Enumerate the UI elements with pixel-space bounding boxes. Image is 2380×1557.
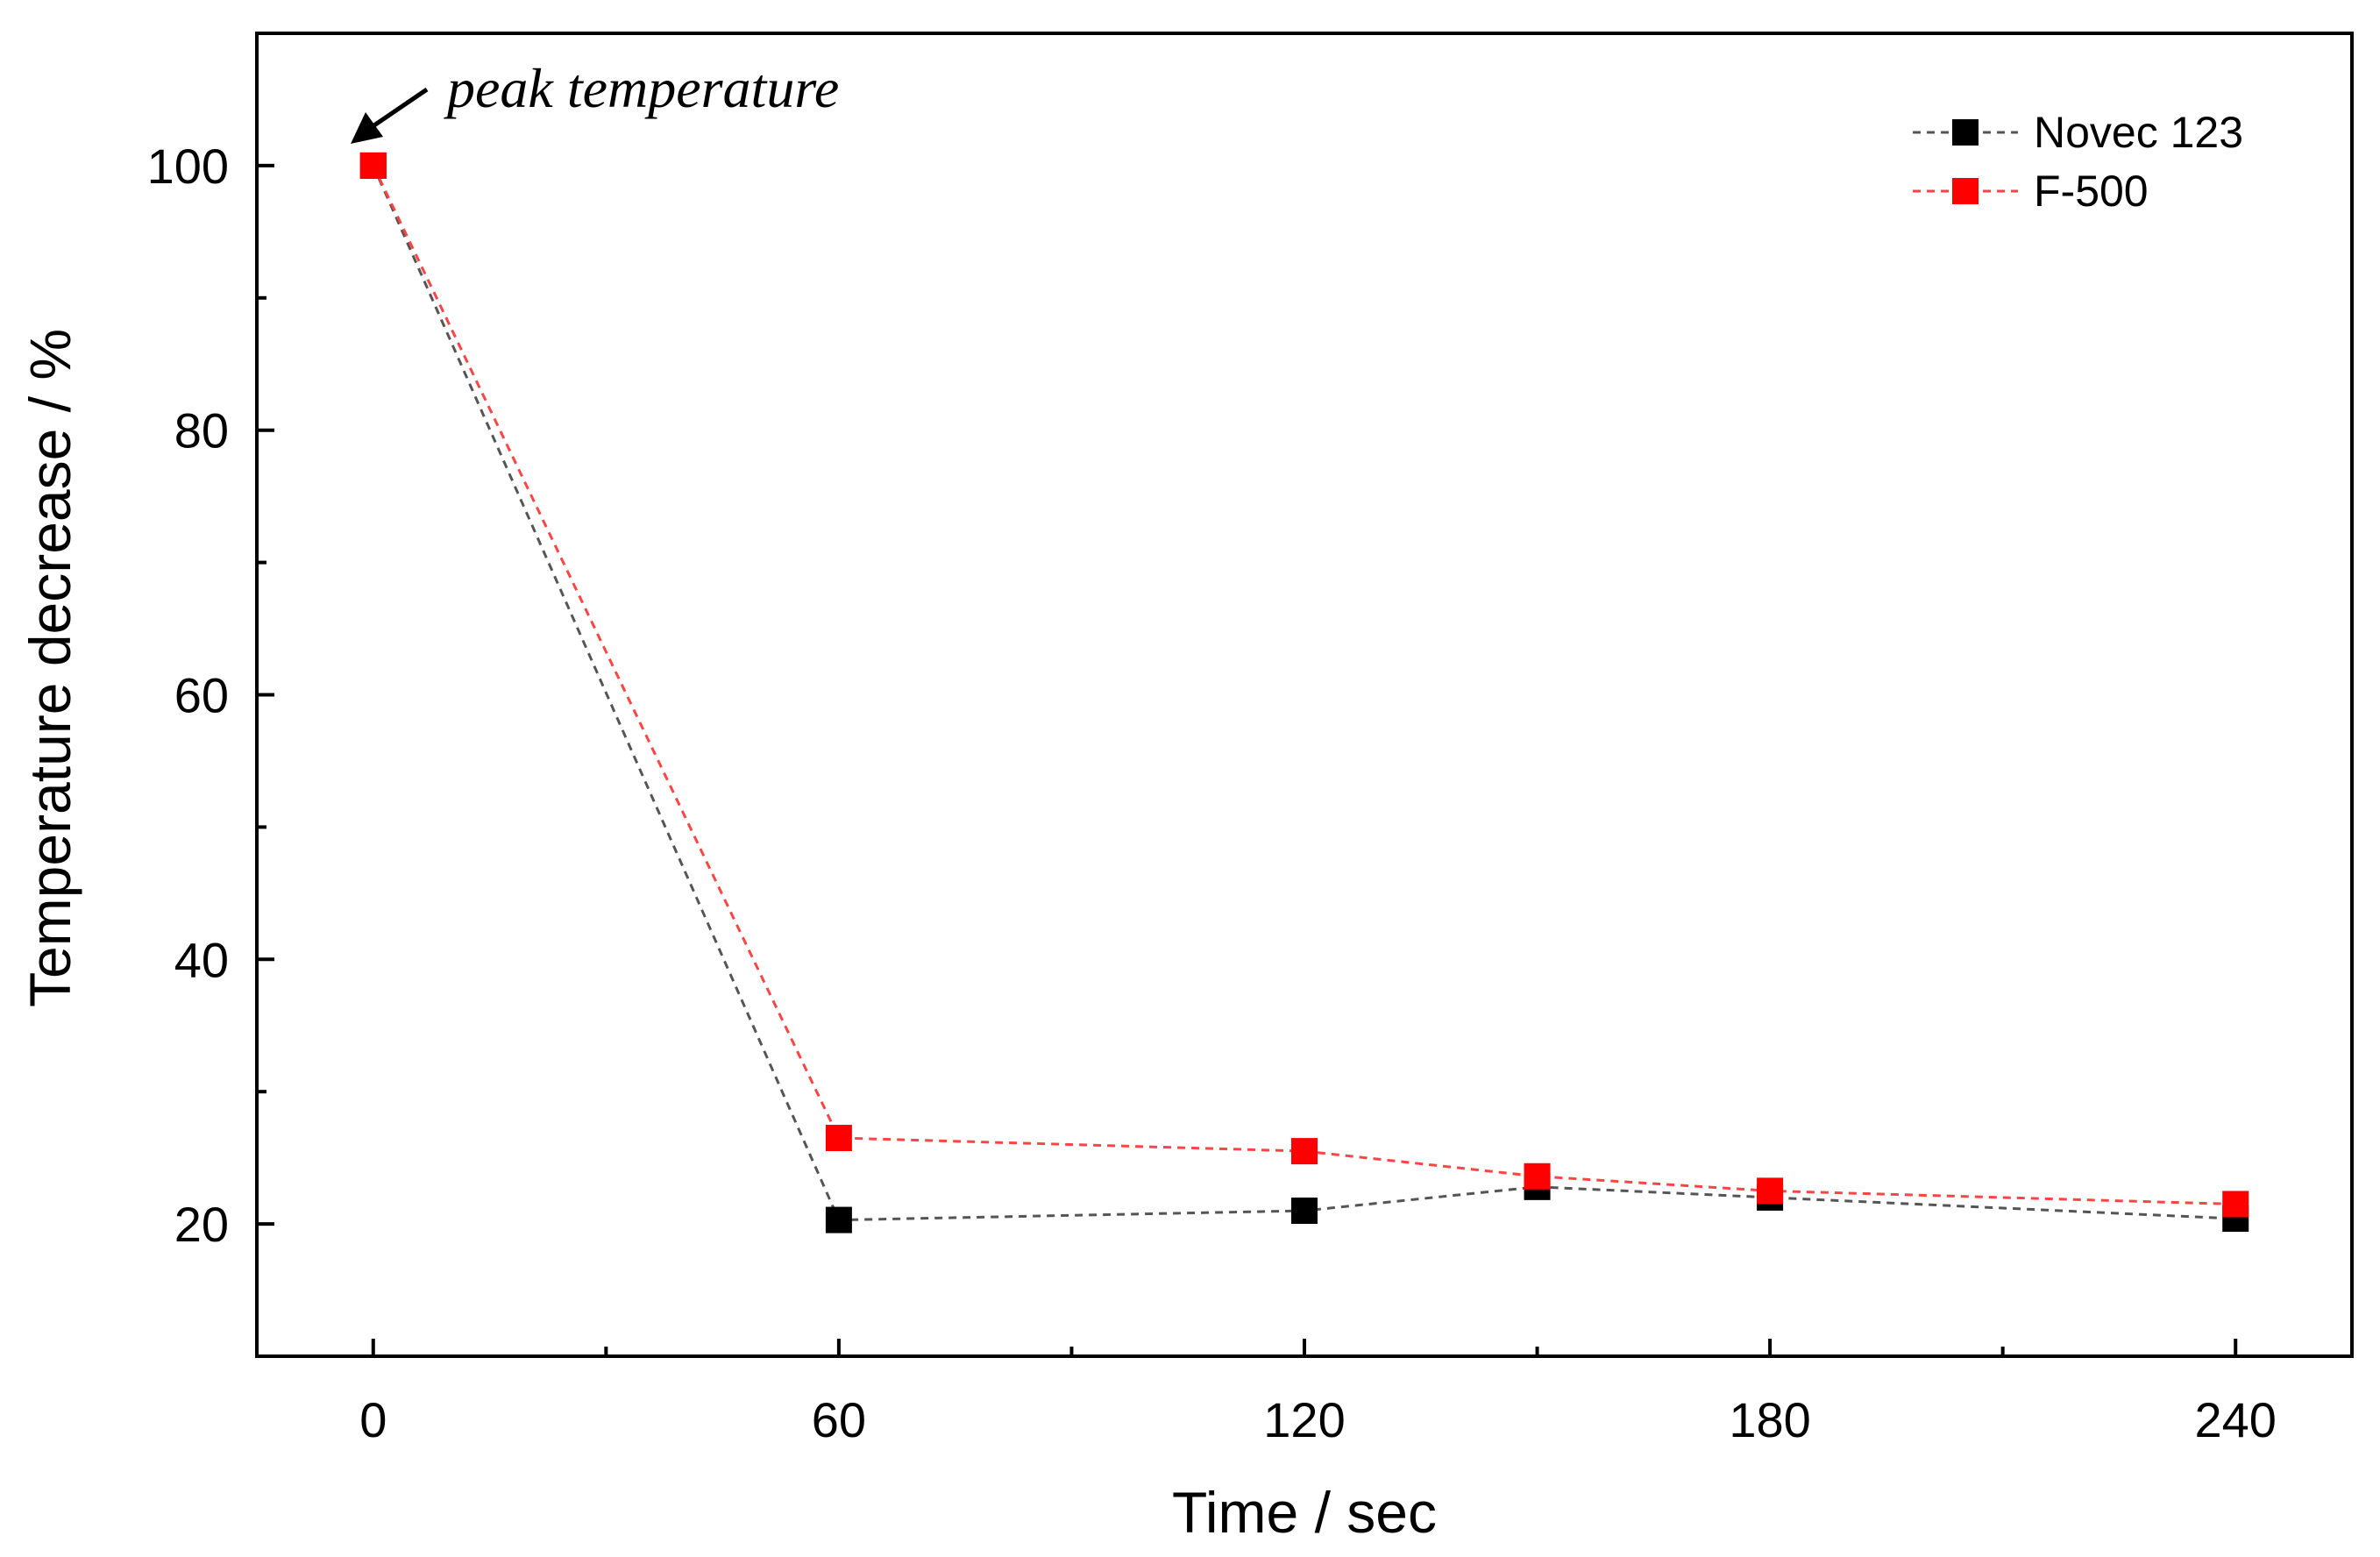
x-tick-label: 60 (812, 1392, 866, 1447)
x-axis-tick-labels: 0 60 120 180 240 (359, 1392, 2277, 1447)
legend-label-f-500: F-500 (2034, 167, 2149, 216)
x-tick-label: 240 (2195, 1392, 2277, 1447)
series-f-500 (359, 152, 2249, 1218)
x-tick-label: 0 (359, 1392, 387, 1447)
series-novec-123 (359, 152, 2249, 1234)
y-tick-label: 20 (174, 1197, 229, 1252)
series-line-novec-123 (372, 165, 2236, 1222)
data-point-f-500 (825, 1125, 852, 1152)
annotation-arrow-head (351, 112, 383, 144)
y-axis-label: Temperature decrease / % (18, 329, 82, 1007)
series-layer (359, 152, 2249, 1234)
y-tick-label: 100 (147, 139, 229, 194)
x-tick-label: 120 (1263, 1392, 1345, 1447)
peak-annotation: peak temperature (351, 57, 839, 144)
annotation-text: peak temperature (444, 57, 839, 119)
data-point-f-500 (359, 152, 387, 179)
data-point-novec-123 (1291, 1198, 1318, 1225)
y-axis-tick-labels: 20 40 60 80 100 (147, 139, 229, 1252)
legend-label-novec-123: Novec 123 (2034, 108, 2243, 157)
y-tick-label: 40 (174, 932, 229, 987)
legend-marker-f-500 (1952, 178, 1979, 204)
data-point-novec-123 (825, 1206, 852, 1234)
x-tick-label: 180 (1729, 1392, 1810, 1447)
data-point-f-500 (1291, 1138, 1318, 1165)
x-axis-ticks (371, 1339, 2238, 1356)
data-point-f-500 (1757, 1177, 1784, 1205)
legend-marker-novec-123 (1952, 119, 1979, 146)
legend: Novec 123 F-500 (1913, 108, 2243, 216)
x-axis-label: Time / sec (1172, 1480, 1437, 1545)
y-tick-label: 60 (174, 668, 229, 723)
annotation-arrow-shaft (365, 87, 429, 133)
y-axis-ticks (257, 163, 274, 1226)
data-point-f-500 (2222, 1191, 2249, 1218)
y-tick-label: 80 (174, 403, 229, 459)
data-point-f-500 (1524, 1162, 1551, 1190)
series-line-f-500 (372, 165, 2236, 1205)
